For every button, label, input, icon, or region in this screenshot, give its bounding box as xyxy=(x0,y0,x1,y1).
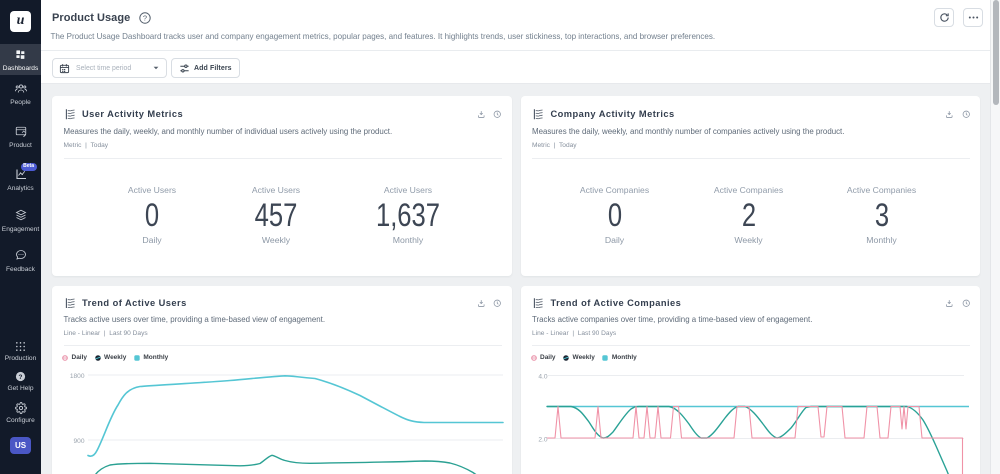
svg-text:?: ? xyxy=(143,13,147,22)
svg-text:900: 900 xyxy=(73,438,84,445)
svg-text:2.0: 2.0 xyxy=(538,436,547,443)
svg-text:4.0: 4.0 xyxy=(538,373,547,380)
svg-text:?: ? xyxy=(19,374,23,381)
svg-text:1800: 1800 xyxy=(70,373,85,380)
